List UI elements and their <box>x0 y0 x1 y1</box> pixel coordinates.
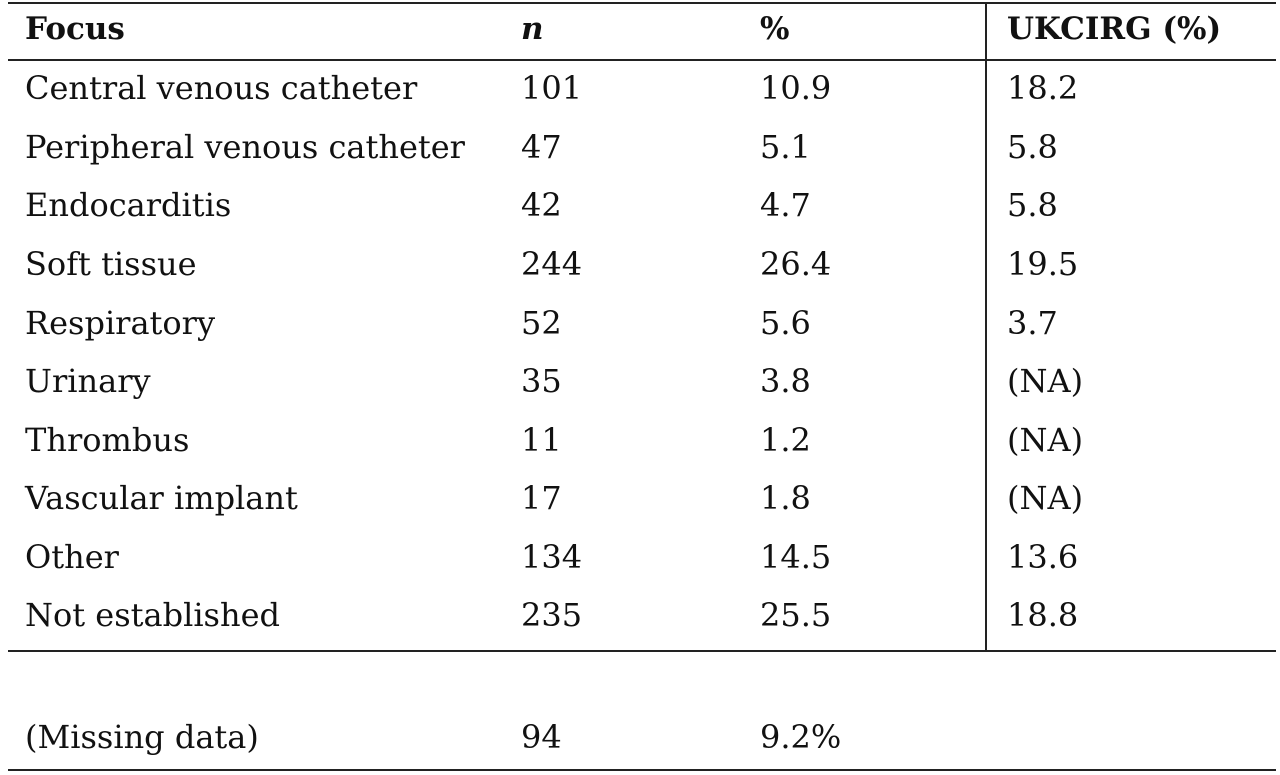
cell-percent: 4.7 <box>760 186 811 224</box>
cell-percent: 1.8 <box>760 479 811 517</box>
table-row: Respiratory 52 5.6 3.7 <box>8 294 1276 352</box>
header-rule <box>8 59 1276 61</box>
header-ukcirg: UKCIRG (%) <box>1007 11 1222 47</box>
cell-n: 52 <box>521 304 562 342</box>
cell-focus: Soft tissue <box>25 245 197 283</box>
cell-ukcirg: 18.8 <box>1007 596 1079 634</box>
cell-n: 47 <box>521 128 562 166</box>
cell-focus: Endocarditis <box>25 186 232 224</box>
bottom-rule <box>8 769 1276 771</box>
header-n: n <box>521 11 544 47</box>
table-row: Not established 235 25.5 18.8 <box>8 586 1276 644</box>
table-row: Thrombus 11 1.2 (NA) <box>8 411 1276 469</box>
table-row: Other 134 14.5 13.6 <box>8 528 1276 586</box>
cell-percent: 26.4 <box>760 245 832 283</box>
header-percent: % <box>760 11 790 47</box>
cell-ukcirg: 3.7 <box>1007 304 1058 342</box>
cell-percent: 25.5 <box>760 596 832 634</box>
table-row: Peripheral venous catheter 47 5.1 5.8 <box>8 118 1276 176</box>
cell-focus: Thrombus <box>25 421 190 459</box>
cell-ukcirg: 13.6 <box>1007 538 1079 576</box>
cell-ukcirg: 5.8 <box>1007 186 1058 224</box>
cell-percent: 14.5 <box>760 538 832 576</box>
table-row: Urinary 35 3.8 (NA) <box>8 352 1276 410</box>
cell-focus: Other <box>25 538 119 576</box>
table-header-row: Focus n % UKCIRG (%) <box>8 0 1276 58</box>
cell-ukcirg: 19.5 <box>1007 245 1079 283</box>
cell-focus: Urinary <box>25 362 151 400</box>
cell-focus: (Missing data) <box>25 718 259 756</box>
table-row: Central venous catheter 101 10.9 18.2 <box>8 59 1276 117</box>
cell-n: 244 <box>521 245 583 283</box>
cell-ukcirg: (NA) <box>1007 421 1084 459</box>
top-rule <box>8 2 1276 4</box>
cell-ukcirg: 5.8 <box>1007 128 1058 166</box>
cell-focus: Peripheral venous catheter <box>25 128 465 166</box>
cell-n: 134 <box>521 538 583 576</box>
focus-table: Focus n % UKCIRG (%) Central venous cath… <box>8 0 1276 775</box>
cell-focus: Central venous catheter <box>25 69 418 107</box>
column-divider <box>985 2 987 652</box>
cell-focus: Vascular implant <box>25 479 298 517</box>
cell-n: 35 <box>521 362 562 400</box>
cell-percent: 5.1 <box>760 128 811 166</box>
cell-n: 17 <box>521 479 562 517</box>
cell-n: 235 <box>521 596 583 634</box>
cell-percent: 3.8 <box>760 362 811 400</box>
missing-data-row: (Missing data) 94 9.2% <box>8 708 1276 766</box>
table-row: Vascular implant 17 1.8 (NA) <box>8 469 1276 527</box>
cell-n: 42 <box>521 186 562 224</box>
cell-percent: 10.9 <box>760 69 832 107</box>
cell-ukcirg: (NA) <box>1007 479 1084 517</box>
cell-focus: Respiratory <box>25 304 216 342</box>
cell-ukcirg: 18.2 <box>1007 69 1079 107</box>
cell-focus: Not established <box>25 596 280 634</box>
cell-n: 11 <box>521 421 562 459</box>
table-row: Soft tissue 244 26.4 19.5 <box>8 235 1276 293</box>
cell-ukcirg: (NA) <box>1007 362 1084 400</box>
cell-percent: 1.2 <box>760 421 811 459</box>
cell-n: 101 <box>521 69 583 107</box>
body-bottom-rule <box>8 650 1276 652</box>
cell-n: 94 <box>521 718 562 756</box>
cell-percent: 9.2% <box>760 718 842 756</box>
cell-percent: 5.6 <box>760 304 811 342</box>
header-focus: Focus <box>25 11 125 47</box>
table-row: Endocarditis 42 4.7 5.8 <box>8 176 1276 234</box>
